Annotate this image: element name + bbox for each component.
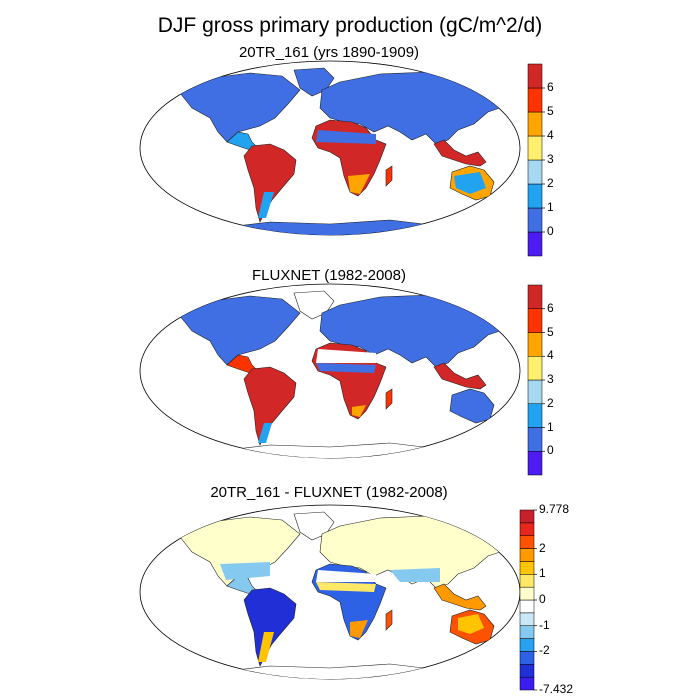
colorbar-swatch — [519, 651, 535, 665]
land-patagonia — [258, 192, 274, 218]
land-sahara — [316, 130, 376, 144]
colorbar-fluxnet — [527, 284, 545, 476]
colorbar-tick-label: 3 — [547, 372, 554, 386]
colorbar-tick-label: -2 — [539, 643, 550, 658]
colorbar-swatch — [527, 63, 543, 89]
land-south-africa — [352, 405, 366, 417]
map-panel-fluxnet — [139, 283, 521, 459]
colorbar-tick-label: 4 — [547, 128, 554, 142]
colorbar-swatch — [527, 183, 543, 209]
colorbar-tick-label: 0 — [539, 592, 546, 606]
colorbar-swatch — [527, 451, 543, 476]
colorbar-tick-label: 1 — [547, 419, 554, 434]
map-panel-model — [139, 60, 521, 236]
colorbar-difference — [519, 509, 537, 691]
land-south-asia — [390, 568, 440, 582]
colorbar-swatch — [527, 111, 543, 137]
colorbar-swatch — [519, 548, 535, 562]
colorbar-tick-label: 3 — [547, 152, 554, 166]
land-sahara — [316, 349, 376, 363]
colorbar-tick-label: 5 — [547, 104, 554, 118]
colorbar-swatch — [519, 509, 535, 524]
colorbar-tick-label: 5 — [547, 324, 554, 339]
colorbar-tick-label: 2 — [539, 540, 546, 555]
colorbar-swatch — [519, 586, 535, 601]
colorbar-tick-label: 0 — [547, 443, 554, 458]
colorbar-swatch — [527, 332, 543, 357]
colorbar-swatch — [527, 379, 543, 404]
colorbar-swatch — [527, 231, 543, 257]
colorbar-swatch — [519, 535, 535, 549]
colorbar-swatch — [527, 87, 543, 113]
colorbar-tick-label: 1 — [547, 200, 554, 214]
colorbar-swatch — [519, 522, 535, 536]
colorbar-swatch — [527, 284, 543, 309]
colorbar-tick-label: 6 — [547, 80, 554, 94]
colorbar-swatch — [527, 356, 543, 381]
panel-title-model: 20TR_161 (yrs 1890-1909) — [238, 44, 420, 61]
land-sahel — [316, 363, 376, 373]
land-south-africa — [348, 174, 370, 194]
colorbar-swatch — [527, 207, 543, 233]
colorbar-tick-label: 2 — [547, 395, 554, 410]
colorbar-tick-label: -7.432 — [539, 682, 574, 696]
colorbar-swatch — [519, 612, 535, 626]
colorbar-swatch — [519, 664, 535, 678]
land-sahara — [316, 570, 376, 582]
colorbar-tick-label: 2 — [547, 176, 554, 190]
colorbar-swatch — [519, 561, 535, 575]
colorbar-tick-label: 9.778 — [539, 502, 570, 516]
colorbar-model — [527, 63, 545, 257]
panel-title-difference: 20TR_161 - FLUXNET (1982-2008) — [210, 484, 448, 501]
page-title: DJF gross primary production (gC/m^2/d) — [157, 14, 543, 37]
land-patagonia — [258, 423, 272, 443]
land-patagonia — [258, 632, 274, 662]
colorbar-swatch — [527, 308, 543, 333]
colorbar-tick-label: 1 — [539, 566, 546, 581]
panel-title-fluxnet: FLUXNET (1982-2008) — [252, 267, 406, 284]
colorbar-swatch — [519, 638, 535, 652]
colorbar-tick-label: -1 — [539, 617, 550, 632]
land-australia-interior — [458, 614, 484, 634]
land-sahel — [316, 582, 376, 592]
colorbar-swatch — [527, 159, 543, 185]
colorbar-swatch — [527, 135, 543, 161]
colorbar-tick-label: 4 — [547, 348, 554, 363]
colorbar-swatch — [527, 427, 543, 452]
land-south-africa — [350, 620, 368, 638]
colorbar-tick-label: 0 — [547, 224, 554, 238]
colorbar-swatch — [519, 574, 535, 588]
colorbar-swatch — [527, 403, 543, 428]
colorbar-tick-label: 6 — [547, 300, 554, 315]
colorbar-swatch — [519, 676, 535, 691]
map-panel-difference — [139, 504, 521, 680]
colorbar-swatch — [519, 625, 535, 639]
land-australia-interior — [454, 172, 486, 194]
colorbar-swatch — [519, 599, 535, 614]
land-us-midlatitudes — [220, 562, 270, 580]
